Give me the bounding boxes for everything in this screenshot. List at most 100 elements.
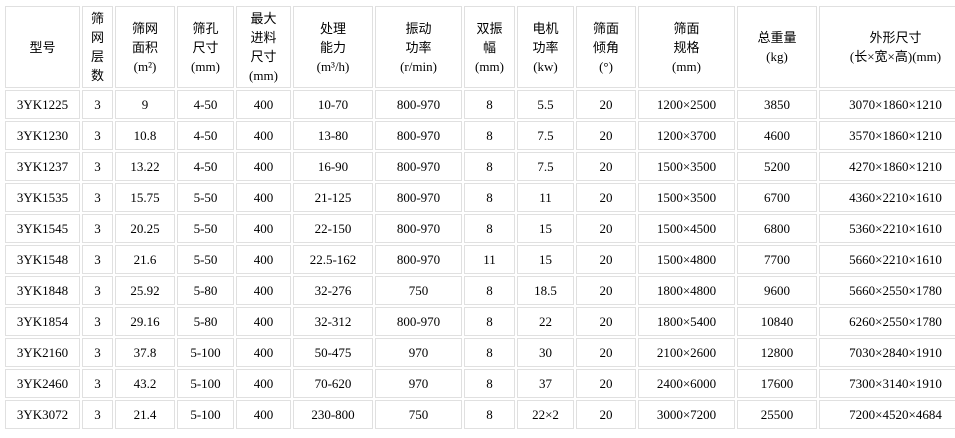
table-cell: 18.5	[517, 276, 574, 305]
table-row: 3YK3072 3 21.4 5-100 400 230-800 750 8 22×2 20 300…	[5, 400, 955, 429]
table-cell: 20	[576, 152, 636, 181]
table-cell: 37.8	[115, 338, 175, 367]
table-row: 3YK1854 3 29.16 5-80 400 32-312 800-970 8 22 20 18…	[5, 307, 955, 336]
table-cell: 6700	[737, 183, 817, 212]
table-body: 3YK1225 3 9 4-50 400 10-70 800-970 8 5.5 20 1200×2…	[5, 90, 955, 429]
vibrating-screen-spec-table: 型号 筛网 层数 筛网 面积 (m²) 筛孔 尺寸 (mm) 最大 进料 尺寸 (mm)…	[3, 4, 955, 431]
table-cell: 400	[236, 276, 291, 305]
column-header-12: 外形尺寸 (长×宽×高)(mm)	[819, 6, 955, 88]
table-cell: 3070×1860×1210	[819, 90, 955, 119]
table-cell: 10840	[737, 307, 817, 336]
table-cell: 22.5-162	[293, 245, 373, 274]
column-header-8: 电机 功率 (kw)	[517, 6, 574, 88]
column-header-4: 最大 进料 尺寸 (mm)	[236, 6, 291, 88]
table-cell: 800-970	[375, 121, 462, 150]
column-header-10: 筛面 规格 (mm)	[638, 6, 735, 88]
table-cell: 1200×3700	[638, 121, 735, 150]
table-cell: 21-125	[293, 183, 373, 212]
table-cell: 8	[464, 400, 515, 429]
table-cell: 400	[236, 369, 291, 398]
model-cell: 3YK1535	[5, 183, 80, 212]
table-cell: 22-150	[293, 214, 373, 243]
table-cell: 8	[464, 214, 515, 243]
table-cell: 800-970	[375, 152, 462, 181]
table-cell: 8	[464, 338, 515, 367]
model-cell: 3YK1548	[5, 245, 80, 274]
table-cell: 1500×3500	[638, 152, 735, 181]
table-cell: 3	[82, 400, 113, 429]
table-cell: 8	[464, 90, 515, 119]
table-cell: 5-100	[177, 400, 234, 429]
table-cell: 22	[517, 307, 574, 336]
table-row: 3YK1548 3 21.6 5-50 400 22.5-162 800-970 11 15 20…	[5, 245, 955, 274]
table-cell: 800-970	[375, 307, 462, 336]
table-cell: 10.8	[115, 121, 175, 150]
table-cell: 1500×3500	[638, 183, 735, 212]
model-cell: 3YK1848	[5, 276, 80, 305]
table-cell: 800-970	[375, 90, 462, 119]
table-cell: 7700	[737, 245, 817, 274]
table-row: 3YK1848 3 25.92 5-80 400 32-276 750 8 18.5 20 1800…	[5, 276, 955, 305]
table-cell: 400	[236, 152, 291, 181]
table-cell: 29.16	[115, 307, 175, 336]
table-cell: 5-80	[177, 307, 234, 336]
table-cell: 32-312	[293, 307, 373, 336]
table-cell: 25.92	[115, 276, 175, 305]
table-cell: 20	[576, 307, 636, 336]
model-cell: 3YK1230	[5, 121, 80, 150]
table-cell: 800-970	[375, 214, 462, 243]
table-header: 型号 筛网 层数 筛网 面积 (m²) 筛孔 尺寸 (mm) 最大 进料 尺寸 (mm)…	[5, 6, 955, 88]
table-row: 3YK1535 3 15.75 5-50 400 21-125 800-970 8 11 20 15…	[5, 183, 955, 212]
table-cell: 1500×4800	[638, 245, 735, 274]
table-cell: 2400×6000	[638, 369, 735, 398]
table-cell: 4270×1860×1210	[819, 152, 955, 181]
table-cell: 5660×2550×1780	[819, 276, 955, 305]
table-cell: 20	[576, 90, 636, 119]
column-header-5: 处理 能力 (m³/h)	[293, 6, 373, 88]
table-cell: 21.6	[115, 245, 175, 274]
table-cell: 8	[464, 369, 515, 398]
table-cell: 3850	[737, 90, 817, 119]
table-cell: 8	[464, 121, 515, 150]
table-cell: 20	[576, 214, 636, 243]
column-header-7: 双振 幅 (mm)	[464, 6, 515, 88]
table-cell: 3000×7200	[638, 400, 735, 429]
column-header-9: 筛面 倾角 (°)	[576, 6, 636, 88]
table-cell: 70-620	[293, 369, 373, 398]
table-cell: 1800×5400	[638, 307, 735, 336]
table-cell: 3	[82, 276, 113, 305]
table-cell: 7200×4520×4684	[819, 400, 955, 429]
table-cell: 30	[517, 338, 574, 367]
column-header-3: 筛孔 尺寸 (mm)	[177, 6, 234, 88]
table-cell: 6800	[737, 214, 817, 243]
column-header-6: 振动 功率 (r/min)	[375, 6, 462, 88]
table-cell: 8	[464, 152, 515, 181]
table-cell: 1500×4500	[638, 214, 735, 243]
table-cell: 8	[464, 183, 515, 212]
table-cell: 13.22	[115, 152, 175, 181]
table-cell: 20	[576, 276, 636, 305]
table-cell: 20	[576, 245, 636, 274]
table-cell: 3	[82, 121, 113, 150]
table-cell: 7.5	[517, 121, 574, 150]
model-cell: 3YK1225	[5, 90, 80, 119]
model-cell: 3YK1237	[5, 152, 80, 181]
table-row: 3YK1237 3 13.22 4-50 400 16-90 800-970 8 7.5 20 15…	[5, 152, 955, 181]
model-cell: 3YK1854	[5, 307, 80, 336]
table-cell: 3	[82, 369, 113, 398]
table-cell: 7.5	[517, 152, 574, 181]
table-cell: 750	[375, 400, 462, 429]
table-cell: 21.4	[115, 400, 175, 429]
table-cell: 5660×2210×1610	[819, 245, 955, 274]
column-header-1: 筛网 层数	[82, 6, 113, 88]
table-cell: 3	[82, 90, 113, 119]
table-cell: 5-50	[177, 183, 234, 212]
table-cell: 5360×2210×1610	[819, 214, 955, 243]
table-cell: 5-50	[177, 245, 234, 274]
table-cell: 5-100	[177, 338, 234, 367]
table-cell: 15	[517, 245, 574, 274]
table-cell: 2100×2600	[638, 338, 735, 367]
table-cell: 5-50	[177, 214, 234, 243]
table-cell: 800-970	[375, 245, 462, 274]
